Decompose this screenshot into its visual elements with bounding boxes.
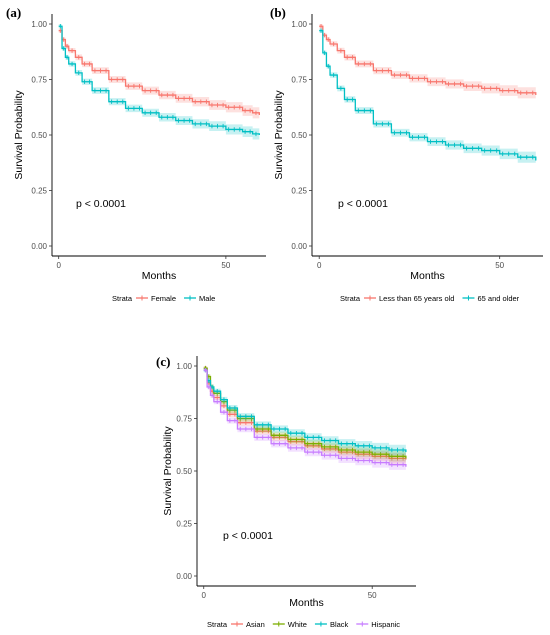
legend: Strata Less than 65 years old 65 and older [340,294,520,303]
y-tick-label: 1.00 [31,20,47,29]
y-tick-label: 0.50 [291,131,307,140]
x-axis-title: Months [142,270,176,282]
series-hispanic [203,368,407,473]
legend-title: Strata [112,294,133,303]
legend-item: 65 and older [462,294,520,303]
legend-item: Hispanic [356,620,400,629]
y-tick-label: 0.75 [176,415,192,424]
survival-curve [203,369,407,453]
legend-item: Male [184,294,215,303]
legend-label: White [288,620,307,629]
confidence-band [319,24,536,101]
series-65-and-older [319,28,537,167]
confidence-band [58,24,260,141]
y-tick-label: 0.00 [176,572,192,581]
x-tick-label: 50 [495,261,504,270]
y-tick-label: 0.75 [291,76,307,85]
y-tick-label: 0.25 [176,520,192,529]
x-tick-label: 0 [202,591,207,600]
legend: Strata Female Male [112,294,215,303]
x-axis-title: Months [289,597,323,609]
panel-3: (c) 0.00 0.25 0.50 0.75 1.00 0 50 Months Survival… [156,354,416,629]
x-tick-label: 0 [56,261,61,270]
legend-title: Strata [207,620,228,629]
y-axis-title: Survival Probability [273,90,285,180]
series-black [203,368,407,458]
legend: Strata Asian White Black Hispanic [207,620,400,629]
series-female [58,28,260,121]
survival-curve [58,30,260,116]
legend-item: Less than 65 years old [364,294,454,303]
series-male [58,24,260,141]
panel-label: (a) [6,5,21,20]
y-tick-label: 0.00 [31,242,47,251]
x-tick-label: 50 [368,591,377,600]
panel-1: (a) 0.00 0.25 0.50 0.75 1.00 0 50 Months Survival… [6,5,266,303]
p-value-annotation: p < 0.0001 [76,198,126,210]
confidence-band [319,28,536,167]
p-value-annotation: p < 0.0001 [338,198,388,210]
legend-label: Asian [246,620,265,629]
panel-2: (b) 0.00 0.25 0.50 0.75 1.00 0 50 Months Survival… [270,5,543,303]
y-tick-label: 1.00 [291,20,307,29]
legend-item: White [272,620,307,629]
legend-label: Less than 65 years old [379,294,454,303]
legend-label: Black [330,620,349,629]
y-tick-label: 0.00 [291,242,307,251]
y-tick-label: 0.25 [291,187,307,196]
y-axis-title: Survival Probability [13,90,25,180]
legend-label: 65 and older [477,294,519,303]
y-tick-label: 0.50 [31,131,47,140]
panel-label: (b) [270,5,286,20]
legend-label: Hispanic [371,620,400,629]
y-tick-label: 0.25 [31,187,47,196]
x-tick-label: 50 [221,261,230,270]
y-tick-label: 1.00 [176,362,192,371]
y-axis-title: Survival Probability [162,426,174,516]
p-value-annotation: p < 0.0001 [223,530,273,542]
x-axis-title: Months [410,270,444,282]
panel-label: (c) [156,354,170,369]
legend-item: Female [136,294,176,303]
confidence-band [58,28,260,121]
y-tick-label: 0.50 [176,467,192,476]
survival-curve [58,25,260,135]
legend-label: Male [199,294,215,303]
legend-item: Black [314,620,349,629]
survival-curve [203,369,407,467]
survival-curve [319,25,537,96]
y-tick-label: 0.75 [31,76,47,85]
legend-item: Asian [231,620,265,629]
survival-curve [319,30,537,161]
legend-title: Strata [340,294,361,303]
legend-label: Female [151,294,176,303]
confidence-band [203,368,406,458]
x-tick-label: 0 [317,261,322,270]
series-less-than-65-years-old [319,24,537,101]
